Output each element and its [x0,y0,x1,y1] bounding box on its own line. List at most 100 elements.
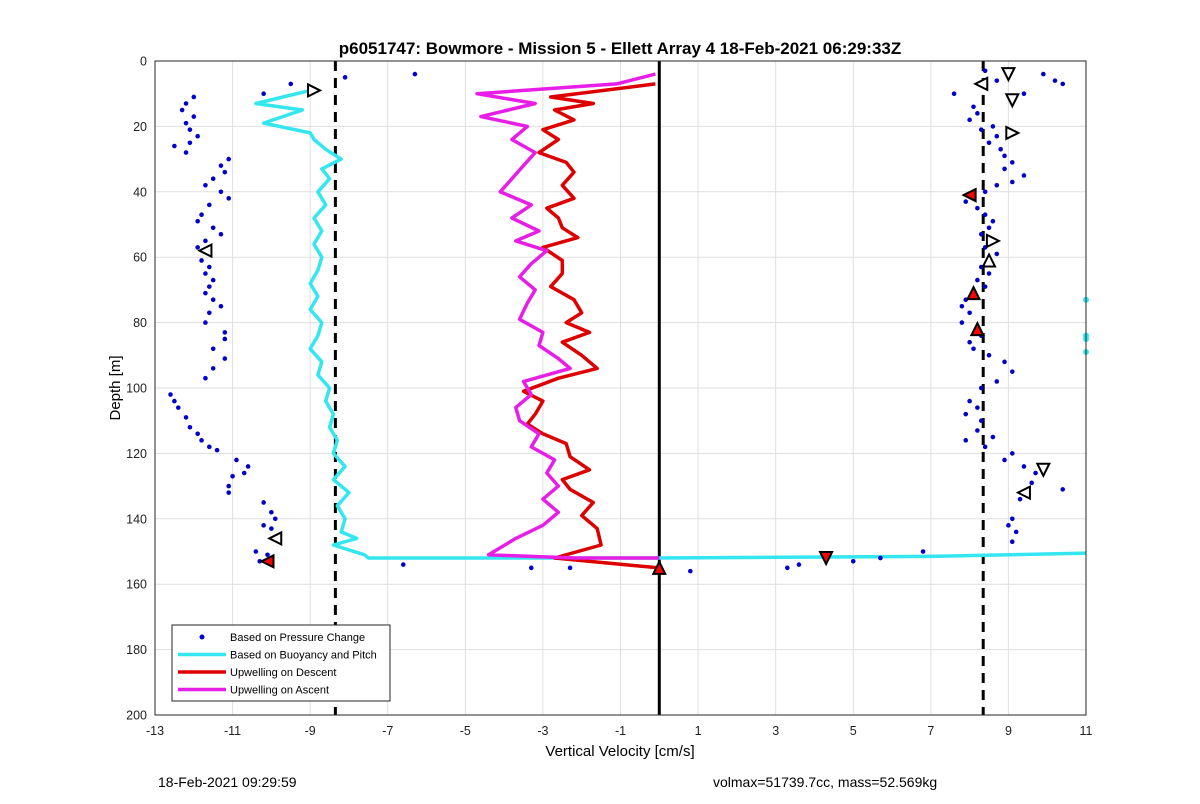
data-point [1009,369,1015,374]
data-point [963,438,969,443]
y-tick-label: 100 [126,382,147,396]
data-point [261,500,266,505]
triangle-marker [1035,462,1051,478]
data-point [982,212,988,217]
data-point [183,101,189,106]
x-tick-label: 7 [927,724,934,738]
footer-timestamp: 18-Feb-2021 09:29:59 [158,774,297,790]
data-point [218,163,224,168]
data-point [975,111,980,116]
data-point [183,415,189,420]
y-axis-label: Depth [m] [107,355,124,420]
triangle-marker [197,243,213,259]
data-point [986,353,992,358]
data-point [975,205,980,211]
data-point [971,104,976,110]
data-point [990,124,996,129]
data-point [203,271,208,276]
data-point [195,245,200,250]
y-tick-label: 80 [133,316,147,330]
data-point [920,549,926,554]
triangle-marker [965,284,982,301]
data-point [226,490,232,495]
x-tick-label: -9 [305,724,316,738]
data-point [203,182,208,188]
data-point [971,346,976,352]
y-tick-label: 40 [133,185,147,199]
y-tick-label: 200 [126,709,147,723]
data-point [195,431,200,437]
data-point [191,114,197,119]
x-tick-label: 3 [772,724,779,738]
axis-ticks: -13 -11 -9 -7 -5 -3 -1 1 3 5 7 9 1102040608010012014… [126,55,1092,739]
data-point [342,75,348,80]
data-point [994,379,1000,384]
x-tick-label: 1 [695,724,702,738]
data-point [207,264,212,270]
data-point [195,133,200,139]
data-point [199,258,204,263]
data-point [218,189,224,195]
data-point [210,297,216,303]
data-point [1013,529,1019,535]
data-point [195,218,200,224]
markers-layer [197,67,1051,575]
data-point [959,303,965,309]
legend-swatch-dot [199,634,205,640]
data-point [688,568,693,574]
data-point [1009,451,1015,456]
data-point [1002,359,1007,365]
data-point [978,127,984,132]
data-point [1041,71,1046,77]
data-point [994,78,1000,83]
data-point [967,339,972,345]
triangle-marker [307,82,323,99]
x-tick-label: -1 [615,724,626,738]
data-point [261,91,266,96]
data-point [982,189,988,195]
x-tick-label: -7 [382,724,393,738]
data-point [1021,91,1027,96]
data-point [187,424,193,430]
data-point [990,434,996,440]
data-point [1021,173,1027,178]
data-point [175,405,181,410]
data-point [1021,464,1027,469]
data-point [986,225,992,231]
data-point [967,310,972,316]
data-point [986,140,992,146]
y-tick-label: 160 [126,578,147,592]
y-tick-label: 0 [140,55,147,69]
triangle-marker [985,233,1002,249]
data-point [1009,539,1015,544]
data-point [400,562,406,567]
triangle-marker [969,320,986,337]
triangle-marker [818,551,834,567]
legend-label: Upwelling on Descent [230,667,336,679]
triangle-marker [1000,67,1017,83]
data-point [951,91,957,96]
footer-stats: volmax=51739.7cc, mass=52.569kg [713,774,938,790]
data-point [226,196,232,201]
data-point [210,176,216,182]
data-point [191,94,197,100]
legend-label: Upwelling on Ascent [230,685,329,697]
data-point [261,523,266,528]
x-tick-label: -5 [460,724,471,738]
data-point [179,107,185,113]
data-point [207,444,212,450]
data-point [241,470,247,476]
data-point [785,565,790,571]
data-point [222,336,228,342]
y-tick-label: 140 [126,512,147,526]
data-point [168,392,173,397]
data-point [1060,81,1066,87]
data-point [1009,160,1015,165]
y-tick-label: 60 [133,251,147,265]
data-point [986,271,992,276]
data-point [978,385,984,391]
triangle-marker [651,559,667,575]
series-line [254,88,1087,560]
data-point [990,218,996,224]
